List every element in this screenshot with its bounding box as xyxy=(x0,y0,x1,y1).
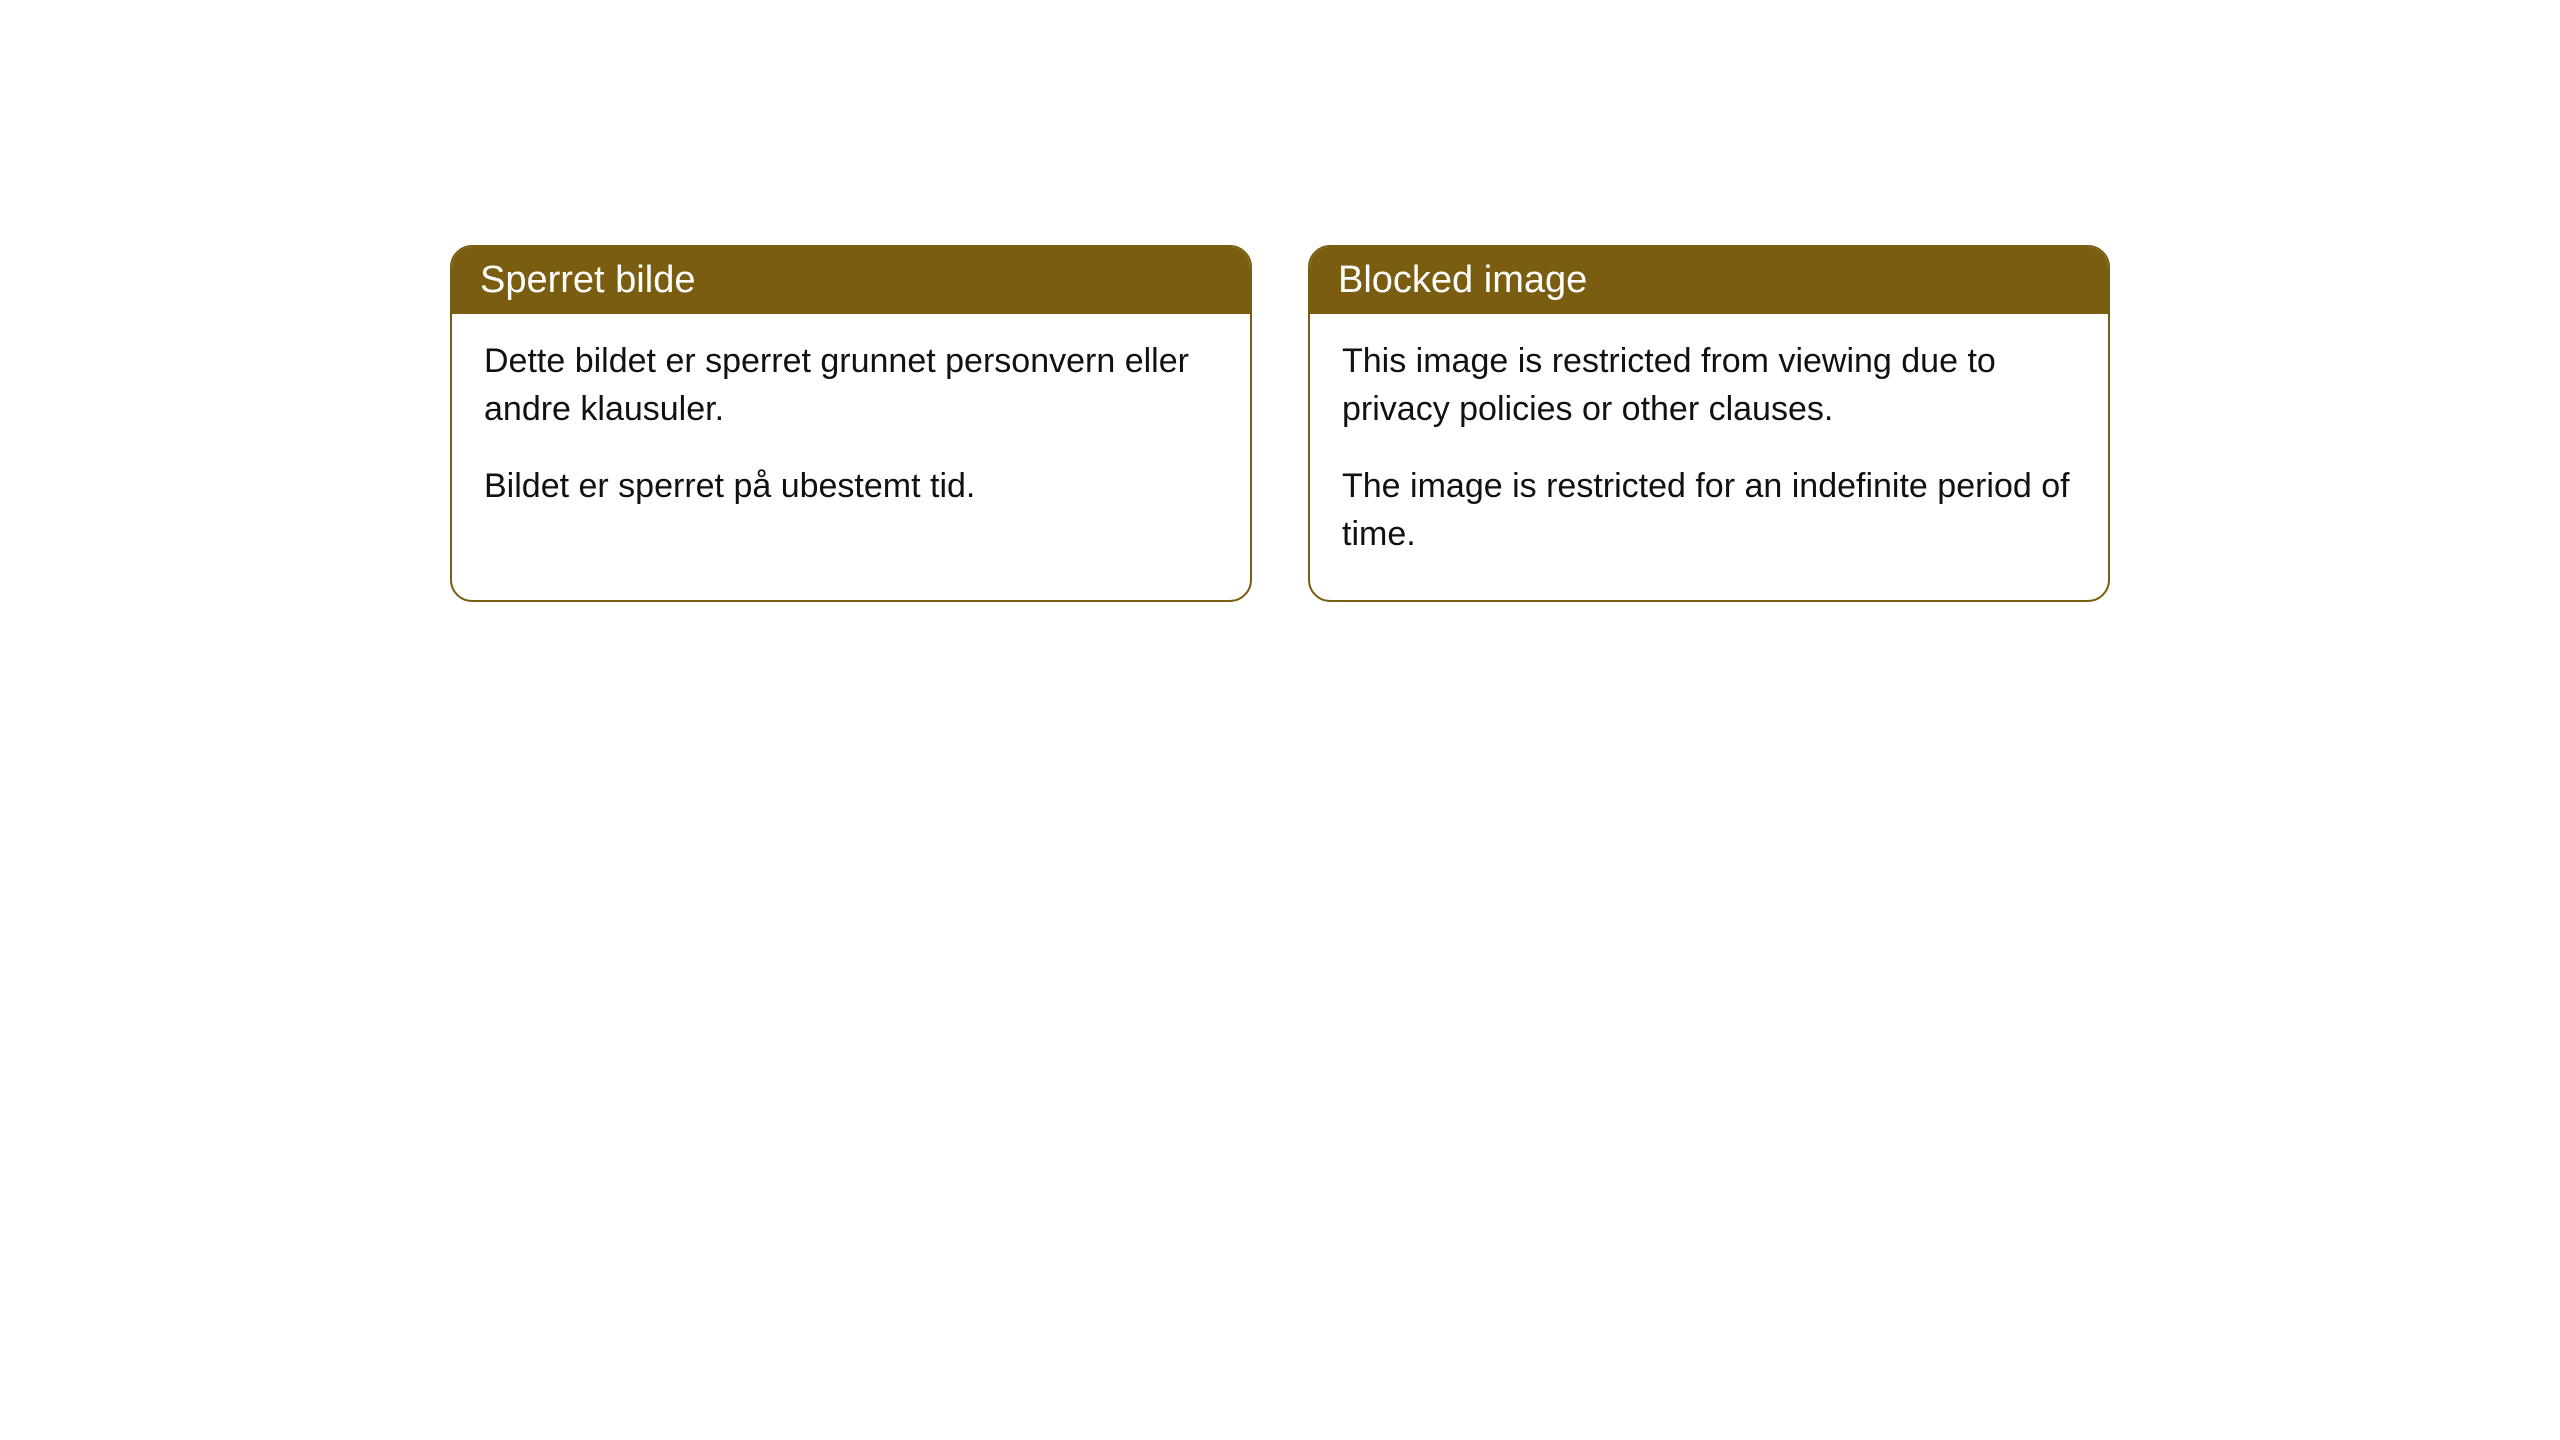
norwegian-paragraph-1: Dette bildet er sperret grunnet personve… xyxy=(484,338,1218,433)
notice-cards-container: Sperret bilde Dette bildet er sperret gr… xyxy=(450,245,2110,602)
english-paragraph-1: This image is restricted from viewing du… xyxy=(1342,338,2076,433)
card-body-english: This image is restricted from viewing du… xyxy=(1310,314,2108,600)
card-title-english: Blocked image xyxy=(1310,247,2108,314)
english-notice-card: Blocked image This image is restricted f… xyxy=(1308,245,2110,602)
card-title-norwegian: Sperret bilde xyxy=(452,247,1250,314)
norwegian-paragraph-2: Bildet er sperret på ubestemt tid. xyxy=(484,463,1218,511)
card-body-norwegian: Dette bildet er sperret grunnet personve… xyxy=(452,314,1250,553)
english-paragraph-2: The image is restricted for an indefinit… xyxy=(1342,463,2076,558)
norwegian-notice-card: Sperret bilde Dette bildet er sperret gr… xyxy=(450,245,1252,602)
